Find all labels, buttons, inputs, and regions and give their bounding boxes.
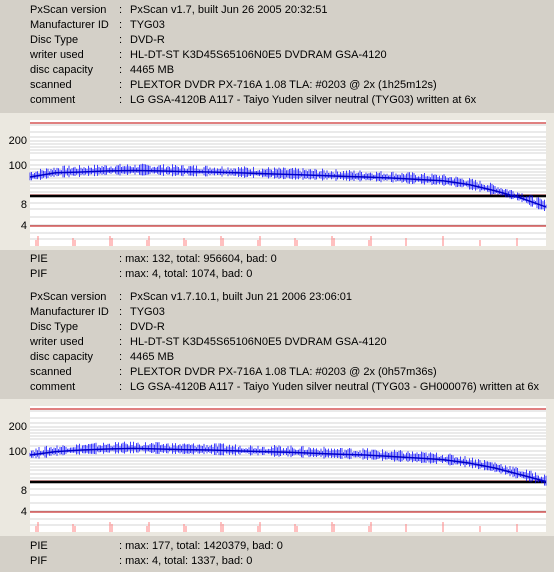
info-value: LG GSA-4120B A117 - Taiyo Yuden silver n…: [130, 381, 540, 393]
y-tick-label: 100: [9, 160, 27, 172]
y-tick-label: 200: [9, 135, 27, 147]
stat-label: PIE: [30, 540, 48, 552]
info-row-manufacturer-id: Manufacturer ID : TYG03: [0, 18, 554, 33]
info-row-scanned: scanned : PLEXTOR DVDR PX-716A 1.08 TLA:…: [0, 78, 554, 93]
y-tick-label: 4: [21, 506, 27, 518]
stat-label: PIE: [30, 253, 48, 265]
pie-series-line: [29, 169, 547, 208]
info-row-comment: comment : LG GSA-4120B A117 - Taiyo Yude…: [0, 93, 554, 108]
stat-value: : max: 132, total: 956604, bad: 0: [119, 253, 277, 265]
chart-canvas: 200 100 8 4: [9, 120, 547, 246]
info-label: scanned: [30, 366, 72, 378]
stat-row-pif: PIF : max: 4, total: 1337, bad: 0: [0, 554, 554, 569]
info-colon: :: [119, 321, 123, 333]
info-value: DVD-R: [130, 321, 165, 333]
info-label: Disc Type: [30, 34, 79, 46]
info-row-pxscan-version: PxScan version : PxScan v1.7.10.1, built…: [0, 290, 554, 305]
stat-row-pie: PIE : max: 177, total: 1420379, bad: 0: [0, 539, 554, 554]
info-row-writer-used: writer used : HL-DT-ST K3D45S65106N0E5 D…: [0, 48, 554, 63]
info-value: LG GSA-4120B A117 - Taiyo Yuden silver n…: [130, 94, 477, 106]
info-label: PxScan version: [30, 4, 107, 16]
plot-background: [30, 120, 546, 246]
pie-pif-chart: 200 100 8 4: [0, 113, 554, 250]
info-value: TYG03: [130, 19, 165, 31]
info-value: HL-DT-ST K3D45S65106N0E5 DVDRAM GSA-4120: [130, 49, 387, 61]
info-value: 4465 MB: [130, 64, 175, 76]
info-colon: :: [119, 351, 123, 363]
info-row-comment: comment : LG GSA-4120B A117 - Taiyo Yude…: [0, 380, 554, 395]
info-value: DVD-R: [130, 34, 165, 46]
info-colon: :: [119, 306, 123, 318]
stat-value: : max: 4, total: 1337, bad: 0: [119, 555, 253, 567]
pie-series-line: [29, 447, 547, 483]
info-label: comment: [30, 94, 76, 106]
info-row-disc-capacity: disc capacity : 4465 MB: [0, 63, 554, 78]
info-colon: :: [119, 381, 123, 393]
y-tick-label: 8: [21, 199, 27, 211]
info-value: PxScan v1.7.10.1, built Jun 21 2006 23:0…: [130, 291, 352, 303]
info-colon: :: [119, 79, 123, 91]
info-colon: :: [119, 336, 123, 348]
stat-label: PIF: [30, 555, 48, 567]
info-label: comment: [30, 381, 76, 393]
info-value: PLEXTOR DVDR PX-716A 1.08 TLA: #0203 @ 2…: [130, 79, 437, 91]
info-colon: :: [119, 19, 123, 31]
pie-pif-chart: 200 100 8 4: [0, 399, 554, 536]
info-label: Manufacturer ID: [30, 19, 109, 31]
info-colon: :: [119, 366, 123, 378]
info-label: Disc Type: [30, 321, 79, 333]
info-value: 4465 MB: [130, 351, 175, 363]
info-label: disc capacity: [30, 351, 93, 363]
info-label: Manufacturer ID: [30, 306, 109, 318]
stat-row-pie: PIE : max: 132, total: 956604, bad: 0: [0, 252, 554, 267]
info-value: PxScan v1.7, built Jun 26 2005 20:32:51: [130, 4, 328, 16]
info-value: TYG03: [130, 306, 165, 318]
info-label: disc capacity: [30, 64, 93, 76]
info-colon: :: [119, 64, 123, 76]
stat-label: PIF: [30, 268, 48, 280]
stat-value: : max: 177, total: 1420379, bad: 0: [119, 540, 283, 552]
info-row-scanned: scanned : PLEXTOR DVDR PX-716A 1.08 TLA:…: [0, 365, 554, 380]
info-colon: :: [119, 4, 123, 16]
plot-background: [30, 406, 546, 532]
stat-row-pif: PIF : max: 4, total: 1074, bad: 0: [0, 267, 554, 282]
info-label: PxScan version: [30, 291, 107, 303]
info-label: scanned: [30, 79, 72, 91]
info-row-disc-type: Disc Type : DVD-R: [0, 320, 554, 335]
info-label: writer used: [30, 49, 84, 61]
y-tick-label: 200: [9, 421, 27, 433]
info-value: HL-DT-ST K3D45S65106N0E5 DVDRAM GSA-4120: [130, 336, 387, 348]
y-tick-label: 8: [21, 485, 27, 497]
chart-canvas: 200 100 8 4: [9, 406, 547, 532]
info-row-disc-type: Disc Type : DVD-R: [0, 33, 554, 48]
info-row-disc-capacity: disc capacity : 4465 MB: [0, 350, 554, 365]
stat-value: : max: 4, total: 1074, bad: 0: [119, 268, 253, 280]
info-colon: :: [119, 94, 123, 106]
info-value: PLEXTOR DVDR PX-716A 1.08 TLA: #0203 @ 2…: [130, 366, 437, 378]
info-colon: :: [119, 291, 123, 303]
y-tick-label: 100: [9, 446, 27, 458]
info-row-pxscan-version: PxScan version : PxScan v1.7, built Jun …: [0, 3, 554, 18]
info-colon: :: [119, 49, 123, 61]
info-colon: :: [119, 34, 123, 46]
info-row-manufacturer-id: Manufacturer ID : TYG03: [0, 305, 554, 320]
info-label: writer used: [30, 336, 84, 348]
info-row-writer-used: writer used : HL-DT-ST K3D45S65106N0E5 D…: [0, 335, 554, 350]
y-tick-label: 4: [21, 220, 27, 232]
